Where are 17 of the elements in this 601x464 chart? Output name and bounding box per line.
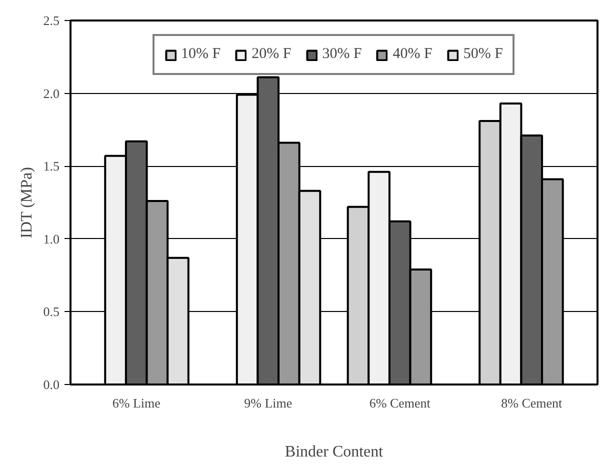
legend-label: 20% F (252, 46, 292, 63)
x-axis-title: Binder Content (284, 444, 384, 460)
y-tick-label: 0.5 (43, 304, 60, 320)
y-axis-title: IDT (MPa) (18, 167, 36, 238)
x-tick-label: 6% Lime (112, 396, 161, 410)
legend-label: 30% F (322, 46, 362, 63)
y-tick-label: 2.0 (43, 86, 60, 101)
legend-label: 50% F (463, 46, 503, 63)
legend-label: 10% F (181, 46, 221, 63)
x-tick-label: 9% Lime (244, 396, 292, 410)
y-tick-label: 2.5 (43, 13, 60, 28)
x-tick-label: 6% Cement (369, 396, 431, 410)
x-tick-label: 8% Cement (501, 396, 563, 410)
y-tick-label: 1.0 (43, 231, 60, 246)
y-tick-label: 0.0 (43, 377, 60, 392)
y-tick-label: 1.5 (43, 158, 60, 174)
legend-label: 40% F (392, 46, 432, 63)
